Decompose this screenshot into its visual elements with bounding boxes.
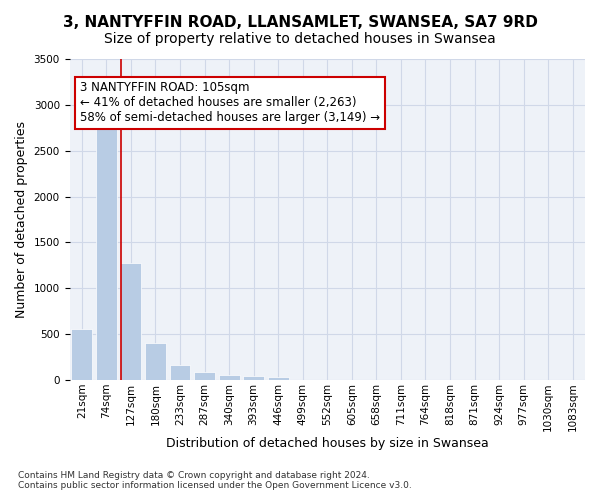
Bar <box>145 344 166 380</box>
Y-axis label: Number of detached properties: Number of detached properties <box>15 121 28 318</box>
Bar <box>71 328 92 380</box>
Bar <box>170 366 190 380</box>
Bar <box>194 372 215 380</box>
X-axis label: Distribution of detached houses by size in Swansea: Distribution of detached houses by size … <box>166 437 488 450</box>
Bar <box>218 375 239 380</box>
Bar <box>121 262 142 380</box>
Text: 3 NANTYFFIN ROAD: 105sqm
← 41% of detached houses are smaller (2,263)
58% of sem: 3 NANTYFFIN ROAD: 105sqm ← 41% of detach… <box>80 82 380 124</box>
Bar <box>243 376 264 380</box>
Text: Size of property relative to detached houses in Swansea: Size of property relative to detached ho… <box>104 32 496 46</box>
Bar <box>96 114 117 380</box>
Text: Contains HM Land Registry data © Crown copyright and database right 2024.
Contai: Contains HM Land Registry data © Crown c… <box>18 470 412 490</box>
Text: 3, NANTYFFIN ROAD, LLANSAMLET, SWANSEA, SA7 9RD: 3, NANTYFFIN ROAD, LLANSAMLET, SWANSEA, … <box>62 15 538 30</box>
Bar <box>268 378 289 380</box>
